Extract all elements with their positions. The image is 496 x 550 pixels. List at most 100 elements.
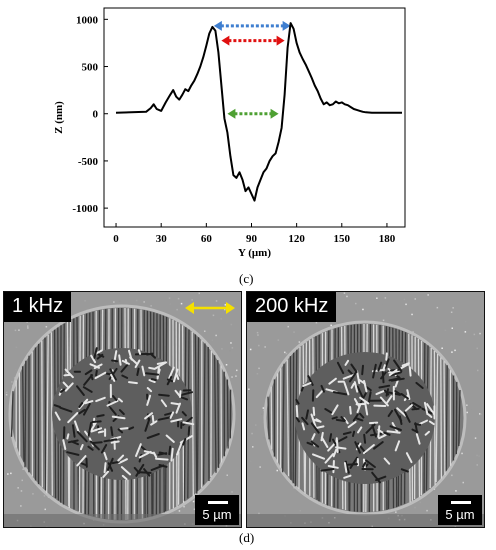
maze-segment <box>387 409 394 418</box>
maze-segment <box>107 457 114 471</box>
maze-segment <box>356 370 361 385</box>
maze-segment <box>175 402 181 414</box>
chart-axes <box>103 7 406 228</box>
maze-segment <box>182 437 187 446</box>
ripple-line <box>458 389 461 447</box>
maze-segment <box>117 428 124 434</box>
maze-segment <box>54 411 61 421</box>
maze-segment <box>372 363 377 379</box>
maze-segment <box>82 386 93 393</box>
maze-segment <box>375 475 387 482</box>
sem-info-strip <box>247 514 484 527</box>
maze-segment <box>358 378 366 385</box>
sem-grain <box>414 506 416 509</box>
sem-grain <box>277 339 280 341</box>
maze-segment <box>155 457 169 461</box>
maze-segment <box>135 443 142 457</box>
maze-segment <box>373 441 384 450</box>
maze-segment <box>414 423 422 426</box>
maze-segment <box>404 404 413 412</box>
maze-segment <box>405 452 413 464</box>
maze-segment <box>158 393 170 397</box>
sem-grain <box>263 437 265 439</box>
maze-segment <box>66 451 80 456</box>
sem-grain <box>298 341 301 343</box>
maze-segment <box>295 405 299 419</box>
sem-grain <box>168 297 171 299</box>
x-tick-label: 90 <box>246 233 258 245</box>
sem-grain <box>462 481 464 484</box>
maze-segment <box>109 368 117 381</box>
maze-segment <box>302 382 312 387</box>
maze-segment <box>312 453 326 460</box>
sem-grain <box>405 303 407 306</box>
sem-grain <box>461 452 463 455</box>
maze-segment <box>327 465 339 469</box>
arrow-head-left <box>213 20 222 31</box>
sem-grain <box>479 413 481 415</box>
sem-image-left: 1 kHz 5 µm <box>3 291 242 528</box>
sem-grain <box>474 437 477 439</box>
maze-segment <box>301 422 306 431</box>
sem-grain <box>15 368 17 371</box>
maze-segment <box>343 474 352 479</box>
maze-segment <box>168 366 175 379</box>
maze-segment <box>83 402 91 416</box>
maze-segment <box>156 366 160 380</box>
maze-segment <box>138 450 152 459</box>
ripple-line <box>196 337 200 491</box>
maze-segment <box>134 359 141 369</box>
sem-grain <box>211 339 214 341</box>
maze-segment <box>310 440 320 448</box>
sem-grain <box>299 509 302 512</box>
maze-segment <box>136 471 152 474</box>
chart-labels: 0 30 60 90 120 150 180 1000 500 0 -500 -1000 Y (μm) Z… <box>53 14 396 259</box>
sem-grain <box>477 369 479 372</box>
maze-segment <box>331 416 338 420</box>
sem-grain <box>44 508 46 511</box>
ripple-line <box>226 379 229 449</box>
maze-segment <box>345 464 350 474</box>
sem-grain <box>482 315 484 317</box>
sem-grain <box>20 505 22 507</box>
sem-grain <box>26 321 28 323</box>
maze-segment <box>389 371 402 377</box>
maze-segment <box>150 464 165 472</box>
maze-segment <box>400 393 409 400</box>
maze-segment <box>144 417 151 432</box>
sem-grain <box>27 327 29 329</box>
sem-grain <box>362 308 364 311</box>
maze-segment <box>67 412 79 424</box>
maze-segment <box>78 408 86 415</box>
arrow-head-left <box>221 35 230 46</box>
sem-grain <box>479 332 481 335</box>
y-tick-label: 0 <box>93 109 99 121</box>
maze-segment <box>93 363 103 370</box>
ripple-line <box>217 360 220 468</box>
ripple-line <box>21 366 25 462</box>
maze-segment <box>146 394 152 406</box>
maze-segment <box>347 369 353 375</box>
sem-grain <box>258 344 260 347</box>
sem-grain <box>476 464 478 466</box>
maze-segment <box>352 413 359 422</box>
maze-segment <box>394 379 399 388</box>
maze-segment <box>181 411 187 417</box>
sem-grain <box>256 373 259 375</box>
maze-segment <box>179 396 189 401</box>
ripple-line <box>46 334 49 494</box>
sem-grain <box>249 348 252 351</box>
maze-segment <box>359 412 365 419</box>
sem-grain <box>220 318 222 320</box>
maze-segment <box>128 349 133 361</box>
maze-segment <box>349 456 359 469</box>
sem-grain <box>451 351 453 353</box>
sem-grain <box>480 413 482 416</box>
sem-grain <box>84 300 86 302</box>
maze-segment <box>111 359 119 363</box>
scale-bar-right: 5 µm <box>438 495 482 525</box>
maze-segment <box>295 398 300 405</box>
maze-segment <box>342 431 352 435</box>
maze-segment <box>401 362 410 367</box>
maze-segment <box>182 416 193 426</box>
